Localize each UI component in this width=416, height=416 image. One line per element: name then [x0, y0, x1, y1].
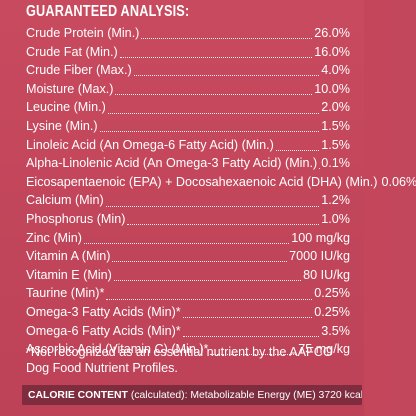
nutrient-value: 1.5%	[321, 137, 350, 152]
analysis-row: Eicosapentaenoic (EPA) + Docosahexaenoic…	[26, 175, 416, 194]
nutrient-name: Omega-6 Fatty Acids (Min)*	[26, 323, 181, 338]
dot-leader	[275, 149, 320, 151]
nutrient-value: 100 mg/kg	[291, 230, 350, 245]
nutrient-value: 1.5%	[321, 118, 350, 133]
calorie-text: (calculated): Metabolizable Energy (ME) …	[130, 389, 362, 401]
analysis-row: Linoleic Acid (An Omega-6 Fatty Acid) (M…	[26, 138, 350, 157]
dot-leader	[107, 112, 320, 114]
analysis-row: Alpha-Linolenic Acid (An Omega-3 Fatty A…	[26, 156, 350, 175]
analysis-row: Omega-3 Fatty Acids (Min)* 0.25%	[26, 305, 350, 324]
nutrient-value: 7000 IU/kg	[289, 249, 350, 264]
analysis-row: Calcium (Min) 1.2%	[26, 193, 350, 212]
nutrient-value: 75 mg/kg	[298, 342, 350, 357]
dot-leader	[115, 93, 313, 96]
analysis-row: Ascorbic Acid (Vitamin C) (Min.)* 75 mg/k…	[26, 342, 350, 361]
nutrient-value: 80 IU/kg	[303, 267, 350, 282]
analysis-row: Omega-6 Fatty Acids (Min)* 3.5%	[26, 324, 350, 343]
nutrient-value: 10.0%	[314, 81, 350, 96]
analysis-row: Leucine (Min.) 2.0%	[26, 100, 350, 119]
dot-leader	[83, 242, 290, 244]
nutrient-name: Calcium (Min)	[26, 193, 104, 208]
dot-leader	[141, 37, 313, 40]
analysis-row: Moisture (Max.) 10.0%	[26, 82, 350, 101]
analysis-row: Phosphorus (Min) 1.0%	[26, 212, 350, 231]
dot-leader	[133, 74, 320, 77]
calorie-label: CALORIE CONTENT	[28, 389, 128, 401]
dot-leader	[210, 353, 297, 356]
nutrient-value: 16.0%	[314, 44, 350, 59]
dot-leader	[127, 223, 320, 226]
nutrient-name: Vitamin A (Min)	[26, 249, 111, 264]
analysis-row: Taurine (Min)* 0.25%	[26, 286, 350, 305]
dot-leader	[105, 205, 320, 207]
nutrient-value: 2.0%	[321, 100, 350, 115]
nutrient-value: 1.2%	[321, 193, 350, 208]
nutrient-name: Zinc (Min)	[26, 230, 82, 245]
panel-edge	[364, 0, 416, 416]
nutrient-value: 4.0%	[321, 63, 350, 78]
nutrient-value: 0.25%	[314, 304, 350, 319]
nutrient-name: Leucine (Min.)	[26, 100, 106, 115]
dot-leader	[119, 56, 313, 58]
nutrient-value: 0.1%	[321, 156, 350, 171]
nutrient-name: Crude Protein (Min.)	[26, 26, 140, 40]
analysis-table: Crude Protein (Min.) 26.0% Crude Fat (Min.…	[26, 26, 416, 361]
nutrient-name: Crude Fiber (Max.)	[26, 63, 132, 78]
nutrient-name: Ascorbic Acid (Vitamin C) (Min.)*	[26, 342, 209, 357]
calorie-content-bar: CALORIE CONTENT (calculated): Metaboliza…	[22, 385, 362, 405]
nutrient-name: Omega-3 Fatty Acids (Min)*	[26, 304, 181, 319]
dot-leader	[106, 298, 313, 300]
analysis-row: Crude Protein (Min.) 26.0%	[26, 26, 350, 45]
nutrient-value: 26.0%	[314, 26, 350, 40]
analysis-row: Vitamin A (Min) 7000 IU/kg	[26, 249, 350, 268]
nutrient-value: 0.25%	[314, 286, 350, 301]
analysis-row: Crude Fiber (Max.) 4.0%	[26, 63, 350, 82]
nutrient-name: Linoleic Acid (An Omega-6 Fatty Acid) (M…	[26, 137, 274, 152]
nutrient-name: Alpha-Linolenic Acid (An Omega-3 Fatty A…	[26, 156, 318, 171]
analysis-row: Zinc (Min) 100 mg/kg	[26, 231, 350, 250]
dot-leader	[99, 130, 320, 133]
analysis-row: Crude Fat (Min.) 16.0%	[26, 45, 350, 64]
analysis-row: Vitamin E (Min) 80 IU/kg	[26, 268, 350, 287]
nutrient-name: Vitamin E (Min)	[26, 267, 112, 282]
nutrient-value: 1.0%	[321, 211, 350, 226]
nutrient-name: Taurine (Min)*	[26, 286, 105, 301]
dot-leader	[113, 279, 302, 282]
dot-leader	[112, 260, 288, 263]
nutrient-name: Phosphorus (Min)	[26, 211, 126, 226]
footnote: *Not recognized as an essential nutrient…	[26, 345, 333, 375]
dot-leader	[182, 335, 320, 337]
analysis-heading: GUARANTEED ANALYSIS:	[26, 3, 190, 20]
nutrient-name: Lysine (Min.)	[26, 118, 98, 133]
nutrient-name: Crude Fat (Min.)	[26, 44, 118, 59]
nutrient-value: 3.5%	[321, 323, 350, 338]
dot-leader	[182, 316, 313, 319]
nutrient-name: Eicosapentaenoic (EPA) + Docosahexaenoic…	[26, 174, 378, 189]
analysis-row: Lysine (Min.) 1.5%	[26, 119, 350, 138]
nutrient-value: 0.06%	[381, 174, 416, 189]
nutrient-name: Moisture (Max.)	[26, 81, 114, 96]
